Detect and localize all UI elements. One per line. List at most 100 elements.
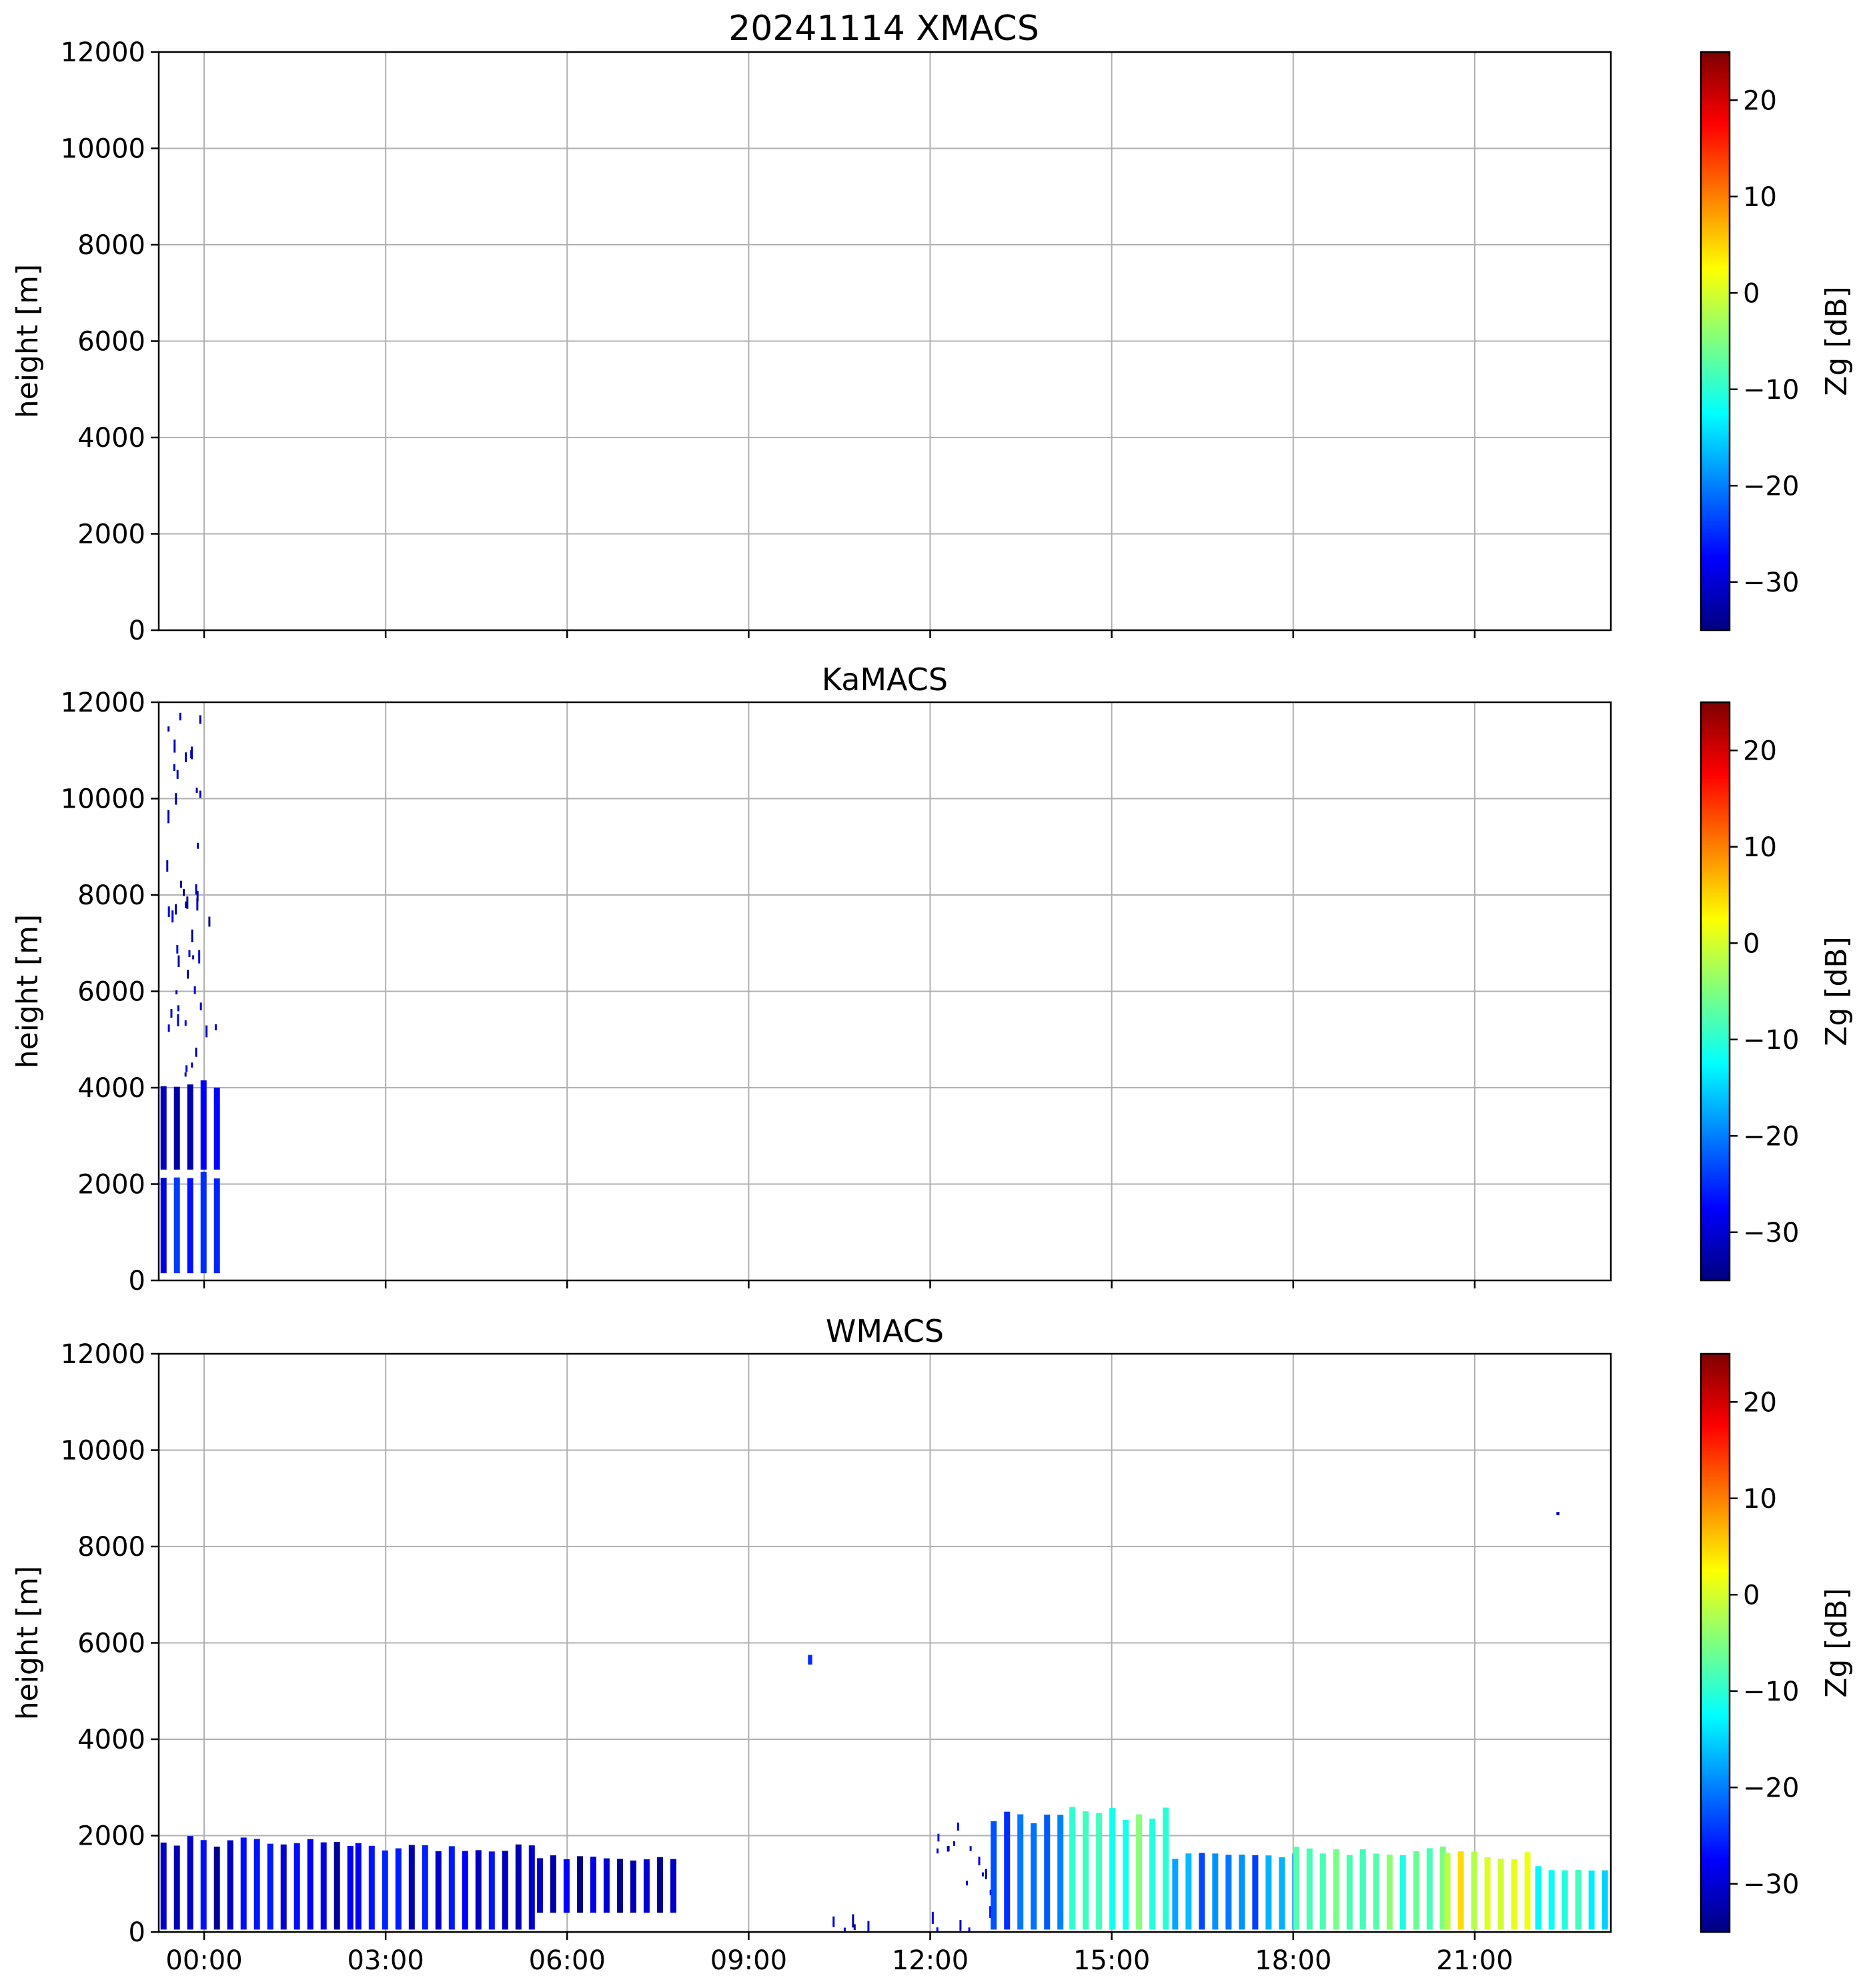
x-tick-label: 09:00 xyxy=(710,1945,787,1976)
echo-column xyxy=(1548,1870,1555,1930)
echo-column xyxy=(1439,1846,1446,1930)
x-tick-label: 21:00 xyxy=(1436,1945,1513,1976)
echo-column xyxy=(1524,1852,1531,1930)
echo-speck xyxy=(981,1872,984,1877)
echo-speck xyxy=(195,1047,197,1057)
colorbar-tick-label: −20 xyxy=(1743,1773,1799,1803)
echo-column xyxy=(502,1851,508,1930)
panel-title: WMACS xyxy=(826,1313,944,1349)
y-tick-label: 6000 xyxy=(77,327,145,357)
colorbar-bar xyxy=(1700,701,1731,1282)
echo-speck xyxy=(167,906,170,918)
echo-column xyxy=(187,1084,193,1170)
echo-speck xyxy=(176,770,179,779)
echo-speck xyxy=(197,842,199,849)
echo-column xyxy=(1031,1823,1037,1930)
y-tick-label: 10000 xyxy=(61,1436,145,1466)
echo-speck xyxy=(978,1857,981,1865)
echo-speck xyxy=(853,1924,856,1931)
echo-speck xyxy=(198,950,201,964)
colorbar-label: Zg [dB] xyxy=(1820,936,1854,1046)
echo-column xyxy=(563,1859,570,1913)
y-tick-label: 4000 xyxy=(77,423,145,453)
echo-speck xyxy=(167,1024,170,1032)
echo-speck xyxy=(968,1927,971,1932)
echo-speck xyxy=(184,1020,187,1026)
echo-column xyxy=(435,1851,442,1930)
echo-column xyxy=(200,1172,207,1274)
echo-column xyxy=(1426,1848,1433,1930)
colorbar-tick-label: 20 xyxy=(1743,736,1777,766)
echo-speck xyxy=(196,898,199,911)
echo-column xyxy=(590,1857,596,1913)
panel-title: KaMACS xyxy=(822,662,948,698)
echo-speck xyxy=(959,1920,962,1931)
echo-speck xyxy=(191,746,193,760)
echo-column xyxy=(448,1846,455,1930)
echo-column xyxy=(307,1839,314,1930)
echo-column xyxy=(1457,1851,1464,1930)
echo-column xyxy=(1386,1854,1393,1930)
data-region xyxy=(991,1811,1064,1930)
colorbar-tick-label: 0 xyxy=(1743,278,1760,309)
colorbar-tick-label: −20 xyxy=(1743,1121,1799,1152)
y-tick-label: 2000 xyxy=(77,520,145,550)
y-tick-label: 0 xyxy=(129,1917,145,1948)
echo-column xyxy=(160,1842,167,1930)
x-tick-label: 00:00 xyxy=(165,1945,242,1976)
echo-column xyxy=(160,1086,167,1170)
echo-column xyxy=(1265,1855,1272,1930)
echo-column xyxy=(213,1178,220,1274)
echo-column xyxy=(528,1845,535,1930)
echo-column xyxy=(630,1860,636,1913)
y-tick-label: 8000 xyxy=(77,1532,145,1563)
echo-speck xyxy=(852,1914,854,1928)
echo-column xyxy=(213,1846,220,1930)
echo-speck xyxy=(957,1822,959,1831)
echo-speck xyxy=(191,929,193,942)
colorbar-tick-label: −10 xyxy=(1743,1677,1799,1707)
panel-wmacs: WMACS 0 2000 4000 6000 8000 10000 12000 00:00 03:… xyxy=(11,1313,1854,1976)
y-tick-label: 12000 xyxy=(61,1339,145,1370)
echo-speck xyxy=(171,910,174,923)
echo-speck xyxy=(176,944,179,954)
echo-column xyxy=(1057,1815,1064,1930)
x-tick-label: 06:00 xyxy=(529,1945,606,1976)
echo-speck xyxy=(193,986,196,994)
echo-column xyxy=(160,1178,167,1274)
echo-column xyxy=(1083,1811,1089,1930)
echo-column xyxy=(1319,1853,1326,1930)
echo-speck xyxy=(966,1881,969,1886)
data-marks xyxy=(160,1511,1608,1932)
echo-speck xyxy=(167,726,170,732)
echo-column xyxy=(603,1858,610,1913)
echo-column xyxy=(550,1855,556,1913)
echo-column xyxy=(368,1845,375,1930)
echo-column xyxy=(280,1844,287,1930)
echo-speck xyxy=(937,1848,939,1854)
echo-column xyxy=(1123,1820,1129,1930)
x-tick-label: 18:00 xyxy=(1255,1945,1331,1976)
colorbar-tick-label: −10 xyxy=(1743,375,1799,405)
colorbar: −30 −20 −10 0 10 20 Zg [dB] xyxy=(1700,1352,1854,1933)
y-tick-label: 2000 xyxy=(77,1170,145,1200)
data-region xyxy=(160,1836,354,1930)
colorbar-label: Zg [dB] xyxy=(1820,286,1854,396)
echo-speck xyxy=(167,810,170,824)
echo-speck xyxy=(177,955,180,967)
echo-column xyxy=(515,1844,522,1930)
echo-cell xyxy=(1556,1511,1560,1516)
echo-speck xyxy=(179,880,182,888)
echo-column xyxy=(1239,1854,1245,1930)
echo-speck xyxy=(175,793,177,805)
echo-speck xyxy=(867,1921,870,1932)
panel-20241114-xmacs: 0 2000 4000 6000 8000 10000 12000 height [m] −30… xyxy=(11,37,1854,646)
echo-speck xyxy=(969,1846,972,1851)
echo-column xyxy=(1346,1855,1353,1930)
y-tick-label: 12000 xyxy=(61,37,145,68)
y-axis-label: height [m] xyxy=(11,1566,45,1720)
colorbar-tick-label: −20 xyxy=(1743,471,1799,502)
echo-speck xyxy=(192,955,195,960)
echo-speck xyxy=(195,788,198,793)
